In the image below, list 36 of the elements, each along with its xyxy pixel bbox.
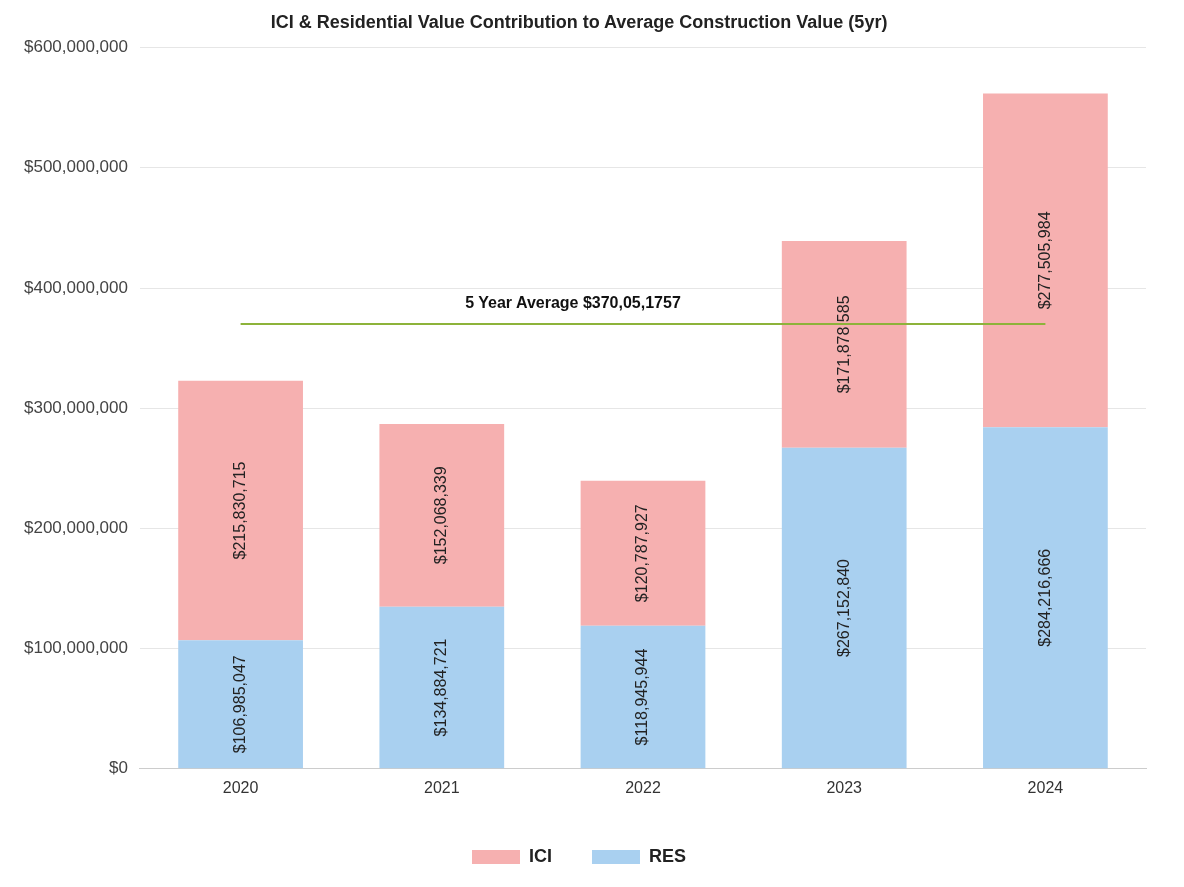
data-label: $120,787,927 [633,504,651,603]
y-tick-label: $300,000,000 [23,397,128,417]
y-tick-label: $500,000,000 [23,157,128,177]
bar [983,93,1108,428]
bar [178,640,303,769]
legend-label: RES [649,845,687,866]
x-tick-label: 2023 [826,778,863,796]
data-label: $267,152,840 [834,558,852,657]
y-tick-label: $200,000,000 [23,518,128,538]
data-label: $277,505,984 [1035,211,1053,310]
bar [580,480,706,626]
data-label: $134,884,721 [432,638,450,737]
y-tick-label: $0 [109,758,128,778]
chart-title: ICI & Residential Value Contribution to Average Construction Value (5yr) [270,11,888,32]
data-label: $171,878,585 [834,295,852,394]
data-label: $118,945,944 [633,648,651,746]
x-tick-label: 2020 [222,778,259,796]
data-label: $106,985,047 [231,655,248,754]
ref-line-label: 5 Year Average $370,05,1757 [465,294,681,312]
y-tick-label: $400,000,000 [23,277,128,297]
data-label: $152,068,339 [432,466,450,565]
bar [178,380,303,641]
bar [781,447,907,769]
y-tick-label: $600,000,000 [23,37,128,57]
x-tick-label: 2021 [424,778,460,796]
bar [379,606,505,769]
x-tick-label: 2024 [1027,778,1064,796]
bar [781,241,907,448]
bar [983,427,1108,769]
bar [580,625,706,769]
y-tick-label: $100,000,000 [23,638,128,658]
bar [379,423,505,607]
x-tick-label: 2022 [625,778,661,796]
data-label: $215,830,715 [231,461,248,560]
data-label: $284,216,666 [1035,548,1053,647]
legend-label: ICI [528,845,553,866]
